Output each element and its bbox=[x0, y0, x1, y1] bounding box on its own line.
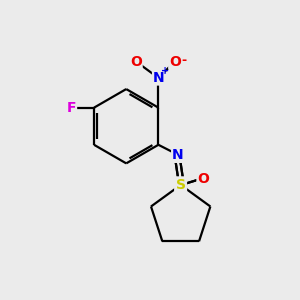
Text: N: N bbox=[172, 148, 184, 162]
Text: O: O bbox=[197, 172, 209, 186]
Text: O: O bbox=[197, 172, 209, 186]
Text: N: N bbox=[153, 71, 164, 85]
Text: O: O bbox=[169, 55, 181, 69]
Text: S: S bbox=[176, 178, 186, 192]
Text: O: O bbox=[130, 55, 142, 69]
Text: S: S bbox=[176, 178, 186, 192]
Text: +: + bbox=[161, 66, 169, 76]
Text: -: - bbox=[182, 54, 187, 67]
Text: N: N bbox=[172, 148, 184, 162]
Text: F: F bbox=[67, 100, 76, 115]
Text: S: S bbox=[176, 178, 186, 192]
